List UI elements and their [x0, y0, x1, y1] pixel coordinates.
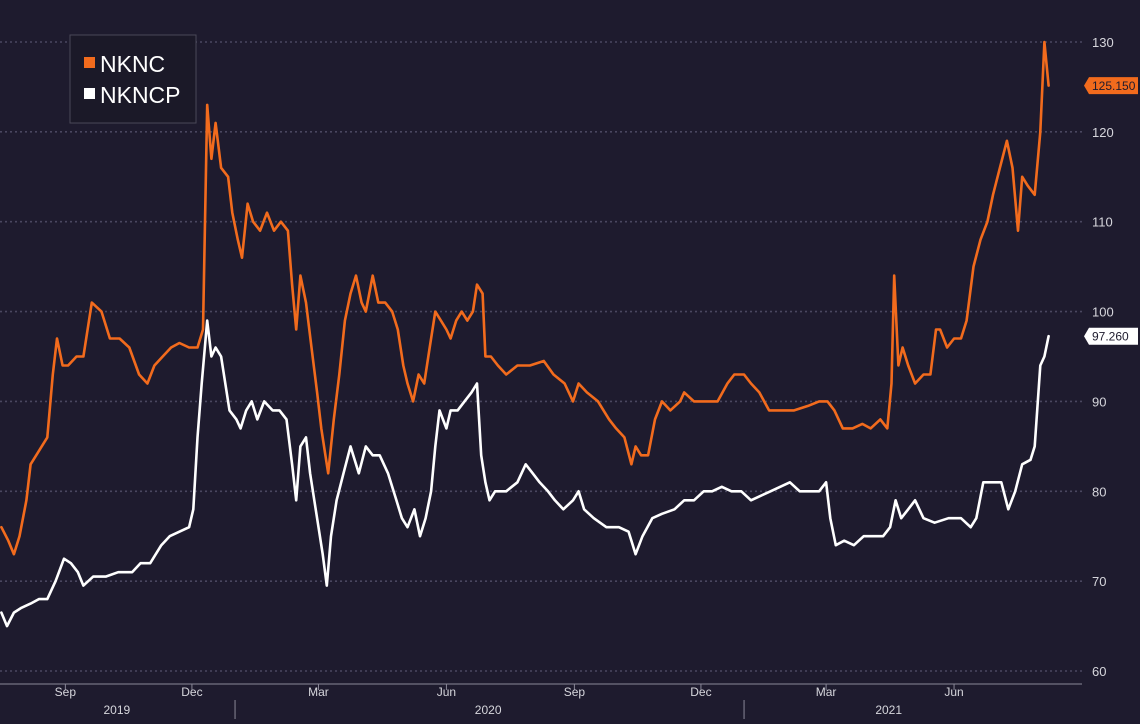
x-tick-label: Dec [690, 685, 711, 699]
last-value-tag-nknc [1084, 77, 1138, 95]
y-axis: 60 70 80 90 100 110 120 130 [1092, 35, 1114, 679]
y-tick-label: 120 [1092, 125, 1114, 140]
x-year-label: 2020 [475, 703, 502, 717]
x-tick-label: Jun [944, 685, 963, 699]
legend-swatch-nkncp [84, 88, 95, 99]
y-tick-label: 70 [1092, 574, 1106, 589]
last-value-labels: 125.150 97.260 [1084, 77, 1138, 345]
last-value-label-nkncp: 97.260 [1092, 330, 1129, 344]
y-tick-label: 60 [1092, 664, 1106, 679]
x-tick-label: Dec [181, 685, 202, 699]
legend-label-nkncp: NKNCP [100, 82, 181, 108]
y-tick-label: 130 [1092, 35, 1114, 50]
series-line-nknc [0, 40, 1050, 556]
last-value-label-nknc: 125.150 [1092, 79, 1136, 93]
legend-box [69, 34, 197, 124]
last-value-tag-nkncp [1084, 327, 1138, 345]
x-tick-label: Mar [816, 685, 837, 699]
legend-swatch-nknc [84, 57, 95, 68]
x-year-label: 2019 [103, 703, 130, 717]
y-tick-label: 90 [1092, 394, 1106, 409]
series-line-nkncp [0, 319, 1050, 628]
x-axis-ticks: Sep Dec Mar Jun Sep Dec Mar Jun 2019 2020 2021 [55, 684, 964, 719]
legend-label-nknc: NKNC [100, 51, 165, 77]
legend: NKNC NKNCP [69, 34, 197, 124]
y-tick-label: 80 [1092, 484, 1106, 499]
x-tick-label: Jun [437, 685, 456, 699]
series-lines [0, 40, 1050, 628]
x-tick-label: Sep [55, 685, 77, 699]
x-tick-label: Mar [308, 685, 329, 699]
x-year-label: 2021 [875, 703, 902, 717]
y-tick-label: 110 [1092, 215, 1113, 230]
x-tick-label: Sep [564, 685, 586, 699]
y-tick-label: 100 [1092, 305, 1114, 320]
